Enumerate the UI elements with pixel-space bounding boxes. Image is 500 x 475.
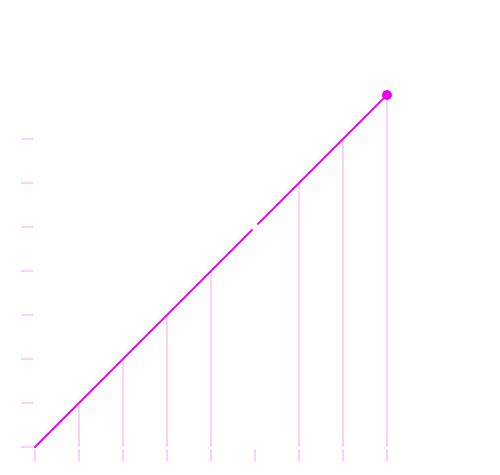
series-0-segment-1 [257,94,388,225]
point-markers [382,90,392,100]
series-0-endpoint-marker [382,90,392,100]
y-ticks [21,138,33,448]
series-lines [34,94,388,448]
drop-lines [78,95,388,447]
series-0-segment-0 [34,229,253,448]
x-ticks [34,449,388,461]
